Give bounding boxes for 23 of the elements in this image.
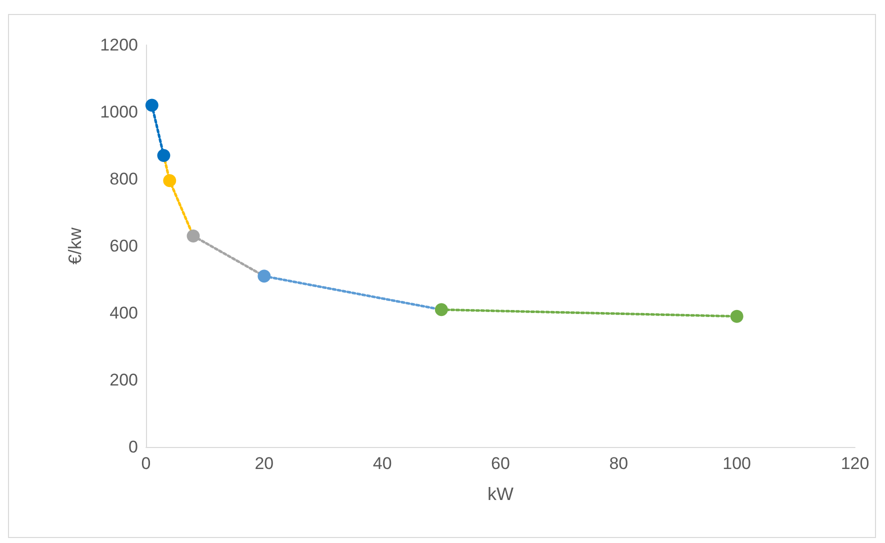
x-tick-label: 20 [254,454,274,473]
y-tick-label: 200 [110,370,138,390]
x-axis-title: kW [488,484,514,504]
point [157,149,170,162]
point [145,98,158,112]
y-tick-label: 800 [110,170,138,188]
x-tick-label: 120 [840,454,870,473]
x-tick-label: 100 [722,454,752,473]
x-tick-label: 0 [141,454,151,473]
y-tick-label: 1200 [100,36,138,54]
x-tick-label: 80 [609,454,628,473]
point [434,303,448,316]
point [258,270,271,283]
y-tick-label: 600 [110,236,138,256]
y-tick-label: 0 [128,438,138,456]
x-tick-label: 40 [372,454,392,473]
point [163,174,176,188]
x-tick-label: 60 [491,454,510,473]
point [186,229,200,242]
y-tick-label: 400 [110,304,138,322]
point [730,310,744,323]
y-tick-label: 1000 [100,102,138,122]
y-axis-title: €/kw [65,226,85,265]
